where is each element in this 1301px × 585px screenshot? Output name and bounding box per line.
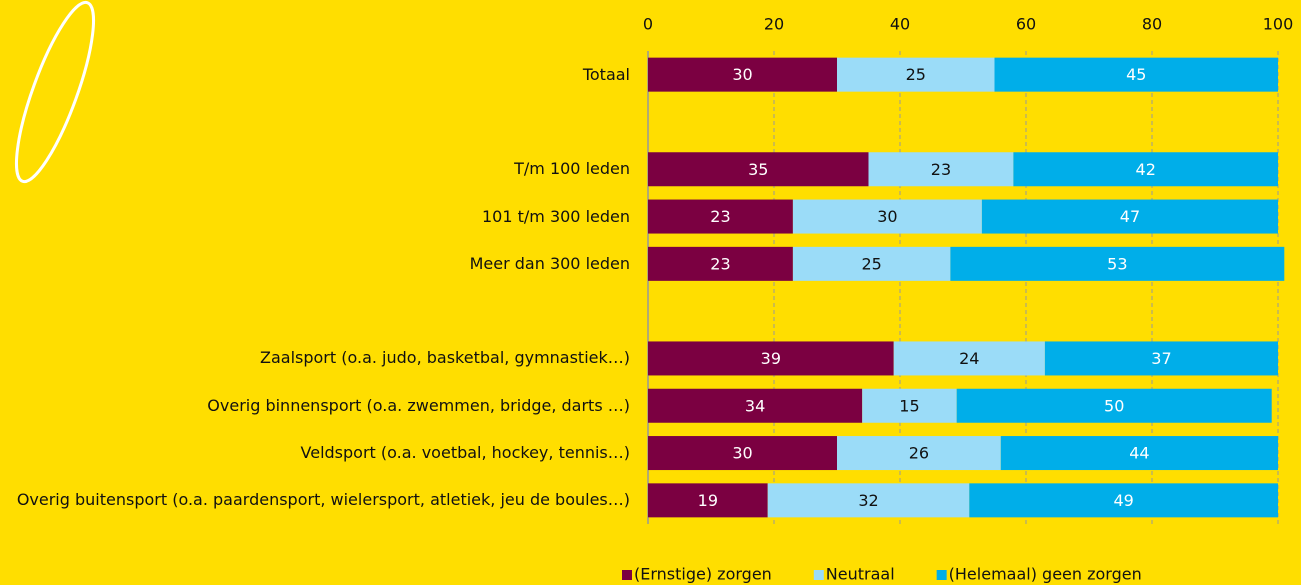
value-label: 30 xyxy=(732,444,752,463)
x-tick-label: 100 xyxy=(1263,15,1294,34)
legend-label: Neutraal xyxy=(826,565,895,584)
y-tick-label: Meer dan 300 leden xyxy=(4,254,630,274)
value-label: 24 xyxy=(959,349,979,368)
value-label: 35 xyxy=(748,160,768,179)
value-label: 23 xyxy=(710,254,730,273)
y-tick-label: Overig buitensport (o.a. paardensport, w… xyxy=(4,490,630,510)
value-label: 42 xyxy=(1136,160,1156,179)
value-label: 23 xyxy=(710,207,730,226)
value-label: 19 xyxy=(698,491,718,510)
x-tick-label: 40 xyxy=(890,15,910,34)
value-label: 30 xyxy=(732,65,752,84)
y-tick-label: 101 t/m 300 leden xyxy=(4,207,630,227)
value-label: 25 xyxy=(906,65,926,84)
value-label: 44 xyxy=(1129,444,1149,463)
value-label: 15 xyxy=(899,396,919,415)
legend-swatch xyxy=(814,570,824,580)
x-tick-label: 0 xyxy=(643,15,653,34)
value-label: 32 xyxy=(858,491,878,510)
value-label: 47 xyxy=(1120,207,1140,226)
value-label: 23 xyxy=(931,160,951,179)
value-label: 45 xyxy=(1126,65,1146,84)
y-tick-label: Zaalsport (o.a. judo, basketbal, gymnast… xyxy=(4,348,630,368)
value-label: 39 xyxy=(761,349,781,368)
x-tick-label: 60 xyxy=(1016,15,1036,34)
x-tick-label: 80 xyxy=(1142,15,1162,34)
legend-label: (Helemaal) geen zorgen xyxy=(949,565,1142,584)
y-tick-label: Veldsport (o.a. voetbal, hockey, tennis…… xyxy=(4,443,630,463)
value-label: 49 xyxy=(1113,491,1133,510)
legend-swatch xyxy=(622,570,632,580)
value-label: 26 xyxy=(909,444,929,463)
y-tick-label: Overig binnensport (o.a. zwemmen, bridge… xyxy=(4,396,630,416)
value-label: 25 xyxy=(861,254,881,273)
value-label: 37 xyxy=(1151,349,1171,368)
value-label: 53 xyxy=(1107,254,1127,273)
legend-swatch xyxy=(937,570,947,580)
value-label: 50 xyxy=(1104,396,1124,415)
y-tick-label: T/m 100 leden xyxy=(4,159,630,179)
value-label: 34 xyxy=(745,396,765,415)
chart: 0 20 40 60 80 100 30 25 45 35 23 42 23 30 47 23 25 53 39 24… xyxy=(0,0,1301,585)
y-tick-label: Totaal xyxy=(4,65,630,85)
value-label: 30 xyxy=(877,207,897,226)
x-tick-label: 20 xyxy=(764,15,784,34)
legend-label: (Ernstige) zorgen xyxy=(634,565,772,584)
